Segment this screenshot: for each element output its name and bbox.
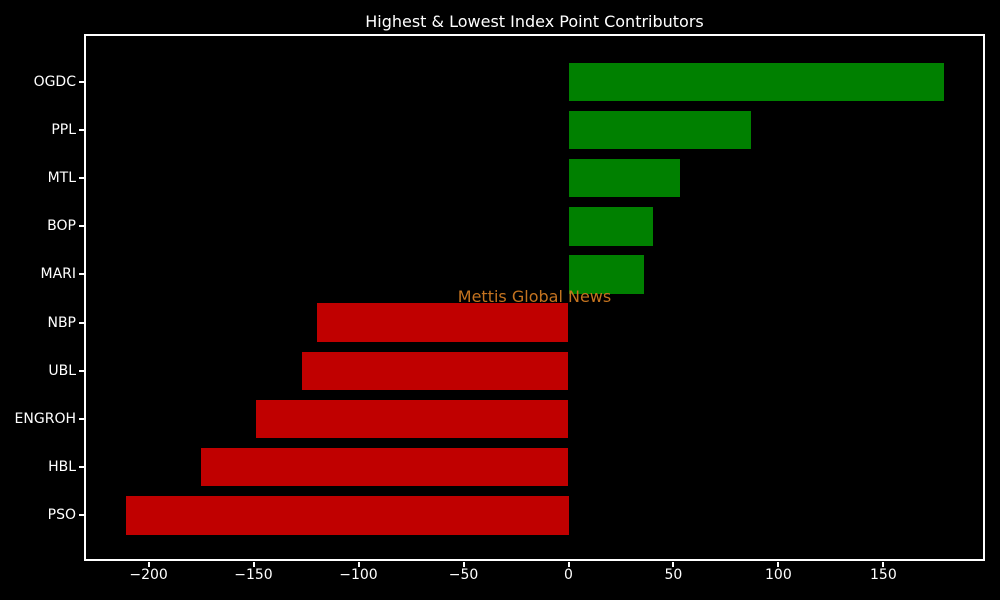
x-tick-label: 100 [765,567,792,583]
bar-pso [125,496,569,535]
bar-mtl [568,158,680,198]
x-tick-mark [672,562,675,567]
x-tick-mark [567,562,570,567]
x-tick-mark [462,562,465,567]
x-tick-mark [777,562,780,567]
x-tick-mark [147,562,150,567]
y-tick-label-bop: BOP [47,218,76,235]
bar-nbp [316,303,569,342]
bar-ubl [301,351,569,390]
bar-bop [568,207,653,246]
x-tick-mark [252,562,255,567]
y-tick-label-engroh: ENGROH [14,410,76,427]
x-tick-label: 0 [564,567,573,583]
bar-ogdc [568,62,945,101]
y-tick-mark [79,369,84,372]
y-tick-mark [79,225,84,228]
y-tick-label-mari: MARI [40,266,76,283]
y-tick-label-ppl: PPL [51,121,76,138]
y-tick-label-nbp: NBP [47,314,76,331]
x-tick-label: 150 [870,567,897,583]
y-tick-mark [79,417,84,420]
bar-engroh [255,399,569,439]
x-tick-label: −150 [234,567,273,583]
x-tick-label: −100 [339,567,378,583]
bar-mari [568,255,645,294]
x-tick-label: 50 [664,567,683,583]
y-tick-mark [79,177,84,180]
y-tick-label-ogdc: OGDC [33,73,76,90]
y-tick-mark [79,128,84,131]
x-tick-label: −200 [129,567,168,583]
y-tick-label-ubl: UBL [48,362,76,379]
y-tick-mark [79,321,84,324]
y-tick-mark [79,273,84,276]
watermark-text: Mettis Global News [457,287,612,306]
x-tick-label: −50 [448,567,479,583]
y-tick-label-pso: PSO [47,507,76,524]
y-tick-mark [79,80,84,83]
y-tick-mark [79,466,84,469]
bar-ppl [568,110,752,150]
bar-hbl [201,447,569,487]
x-tick-mark [882,562,885,567]
y-tick-label-hbl: HBL [48,459,76,476]
y-tick-mark [79,514,84,517]
x-tick-mark [357,562,360,567]
chart-title: Highest & Lowest Index Point Contributor… [365,12,704,31]
y-tick-label-mtl: MTL [47,170,76,187]
